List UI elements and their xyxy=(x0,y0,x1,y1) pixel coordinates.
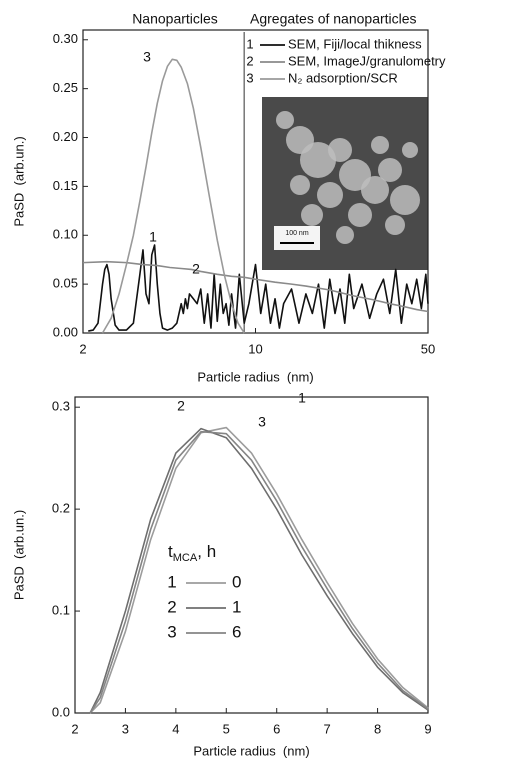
y-tick-label: 0.2 xyxy=(52,501,70,516)
inset-particle xyxy=(317,182,343,208)
legend-label: SEM, Fiji/local thikness xyxy=(288,36,422,51)
inset-particle xyxy=(371,136,389,154)
legend-label: N₂ adsorption/SCR xyxy=(288,70,398,85)
scale-bar-label: 100 nm xyxy=(285,230,309,237)
series-line xyxy=(82,260,429,313)
x-tick-label: 3 xyxy=(122,721,129,736)
y-tick-label: 0.05 xyxy=(53,276,78,291)
x-tick-label: 10 xyxy=(248,341,262,356)
y-tick-label: 0.20 xyxy=(53,129,78,144)
y-tick-label: 0.25 xyxy=(53,80,78,95)
legend-label: 1 xyxy=(232,597,241,616)
inset-particle xyxy=(378,158,402,182)
legend-id: 3 xyxy=(167,622,176,641)
legend-id: 1 xyxy=(246,36,253,51)
annotation: Agregates of nanoparticles xyxy=(250,11,417,27)
legend-id: 2 xyxy=(167,597,176,616)
x-tick-label: 5 xyxy=(223,721,230,736)
inset-particle xyxy=(328,138,352,162)
legend-id: 1 xyxy=(167,572,176,591)
legend-title-sub: MCA xyxy=(173,552,198,564)
legend-id: 3 xyxy=(246,70,253,85)
inset-particle xyxy=(301,204,323,226)
x-tick-label: 2 xyxy=(71,721,78,736)
inset-particle xyxy=(348,203,372,227)
x-tick-label: 50 xyxy=(421,341,435,356)
y-tick-label: 0.15 xyxy=(53,178,78,193)
curve-label: 2 xyxy=(192,261,200,277)
x-tick-label: 7 xyxy=(324,721,331,736)
x-axis-label: Particle radius (nm) xyxy=(193,743,309,758)
curve-label: 1 xyxy=(149,229,157,245)
inset-particle xyxy=(390,185,420,215)
series-line xyxy=(89,427,429,714)
series-line xyxy=(101,58,245,334)
inset-particle xyxy=(385,215,405,235)
x-tick-label: 6 xyxy=(273,721,280,736)
inset-particle xyxy=(300,142,336,178)
annotation: Nanoparticles xyxy=(132,11,218,27)
series-line xyxy=(89,430,429,714)
legend-title: tMCA, h xyxy=(168,542,216,563)
scale-bar-box xyxy=(274,226,320,250)
y-tick-label: 0.1 xyxy=(52,603,70,618)
x-tick-label: 9 xyxy=(424,721,431,736)
inset-particle xyxy=(336,226,354,244)
x-tick-label: 2 xyxy=(79,341,86,356)
legend-label: 0 xyxy=(232,572,241,591)
y-tick-label: 0.30 xyxy=(53,31,78,46)
x-tick-label: 8 xyxy=(374,721,381,736)
legend-title-part: , h xyxy=(197,542,216,561)
inset-particle xyxy=(290,175,310,195)
legend-label: SEM, ImageJ/granulometry xyxy=(288,53,446,68)
legend-id: 2 xyxy=(246,53,253,68)
x-tick-label: 4 xyxy=(172,721,179,736)
y-tick-label: 0.0 xyxy=(52,704,70,719)
inset-particle xyxy=(402,142,418,158)
y-tick-label: 0.00 xyxy=(53,324,78,339)
legend-label: 6 xyxy=(232,622,241,641)
curve-label: 2 xyxy=(177,398,185,414)
series-line xyxy=(89,426,429,714)
y-tick-label: 0.3 xyxy=(52,399,70,414)
series-line xyxy=(88,244,429,332)
axis-frame xyxy=(74,396,429,714)
legend-title-part: t xyxy=(168,542,173,561)
x-axis-label: Particle radius (nm) xyxy=(197,369,313,384)
inset-particle xyxy=(276,111,294,129)
y-axis-label: PaSD (arb.un.) xyxy=(11,136,26,226)
curve-label: 1 xyxy=(298,390,306,406)
y-tick-label: 0.10 xyxy=(53,227,78,242)
inset-particle xyxy=(361,176,389,204)
curve-label: 3 xyxy=(143,49,151,65)
curve-label: 3 xyxy=(258,414,266,430)
y-axis-label: PaSD (arb.un.) xyxy=(11,510,26,600)
